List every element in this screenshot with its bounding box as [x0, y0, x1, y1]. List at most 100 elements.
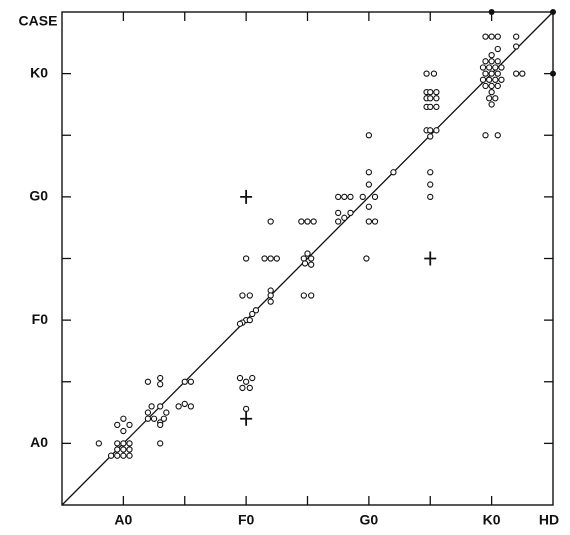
point: [427, 88, 434, 96]
point: [300, 255, 307, 262]
x-tick-label: F0: [238, 512, 255, 528]
point: [347, 209, 354, 217]
point: [181, 378, 188, 385]
point: [365, 169, 373, 176]
point: [273, 255, 280, 262]
cross-point: [240, 189, 253, 204]
point: [298, 218, 305, 225]
point: [310, 218, 317, 225]
point: [308, 261, 315, 268]
point: [427, 95, 434, 102]
point: [479, 76, 487, 83]
point: [304, 250, 311, 257]
point: [341, 214, 348, 221]
point: [486, 76, 493, 83]
point: [126, 440, 133, 447]
point: [308, 292, 315, 299]
point: [157, 403, 164, 410]
point: [236, 320, 244, 327]
point: [494, 58, 501, 65]
point: [304, 218, 311, 225]
point: [114, 446, 121, 453]
cross-point: [424, 251, 437, 266]
point: [359, 193, 366, 201]
point: [430, 70, 438, 77]
point: [488, 88, 495, 96]
point: [433, 95, 440, 102]
point: [120, 427, 127, 435]
point: [163, 409, 170, 416]
x-tick-label: K0: [483, 512, 501, 528]
point: [427, 127, 434, 134]
point: [488, 58, 495, 65]
point: [144, 409, 152, 416]
point: [144, 415, 152, 422]
point: [479, 64, 487, 71]
point: [427, 103, 434, 111]
point: [513, 33, 520, 40]
point: [187, 378, 195, 385]
point: [308, 255, 315, 262]
point: [301, 260, 309, 267]
point: [335, 193, 342, 201]
point: [494, 82, 501, 90]
point: [249, 374, 256, 382]
point: [114, 421, 121, 429]
point: [513, 70, 520, 77]
y-tick-label: A0: [30, 434, 48, 450]
point: [239, 384, 246, 392]
point: [433, 88, 440, 96]
point: [492, 64, 499, 71]
point: [157, 374, 164, 382]
point: [242, 255, 250, 262]
point: [482, 58, 489, 65]
point: [365, 181, 373, 188]
point: [423, 70, 430, 77]
point: [126, 446, 133, 453]
point: [175, 403, 182, 410]
point: [433, 103, 440, 111]
point: [494, 70, 501, 77]
point: [513, 43, 520, 50]
point: [427, 169, 434, 176]
point: [126, 421, 133, 429]
point: [246, 292, 253, 299]
point: [181, 400, 188, 408]
point: [365, 218, 373, 225]
point: [482, 70, 489, 77]
point: [488, 51, 495, 59]
point: [246, 384, 253, 392]
point: [427, 193, 434, 201]
point: [120, 440, 127, 447]
point: [494, 132, 501, 139]
point: [341, 193, 348, 201]
point: [365, 132, 373, 139]
point: [126, 452, 133, 459]
y-tick-label: F0: [32, 311, 49, 327]
point: [246, 316, 253, 324]
point: [242, 378, 250, 385]
x-tick-label: A0: [114, 512, 132, 528]
point: [498, 64, 505, 71]
point: [494, 33, 501, 40]
point: [365, 203, 373, 210]
point: [239, 292, 246, 299]
point: [492, 95, 499, 102]
point: [363, 255, 370, 262]
point: [433, 127, 440, 134]
point: [236, 374, 244, 382]
x-axis-label: HD: [539, 512, 559, 528]
point: [486, 64, 493, 71]
point: [261, 255, 268, 262]
point: [157, 440, 164, 447]
point: [300, 292, 307, 299]
point: [488, 33, 495, 40]
point: [120, 446, 127, 453]
point: [114, 440, 121, 447]
point: [157, 421, 164, 429]
point: [482, 132, 489, 139]
point: [242, 405, 250, 413]
point: [488, 101, 495, 108]
filled-point: [488, 9, 495, 15]
point: [95, 440, 102, 447]
